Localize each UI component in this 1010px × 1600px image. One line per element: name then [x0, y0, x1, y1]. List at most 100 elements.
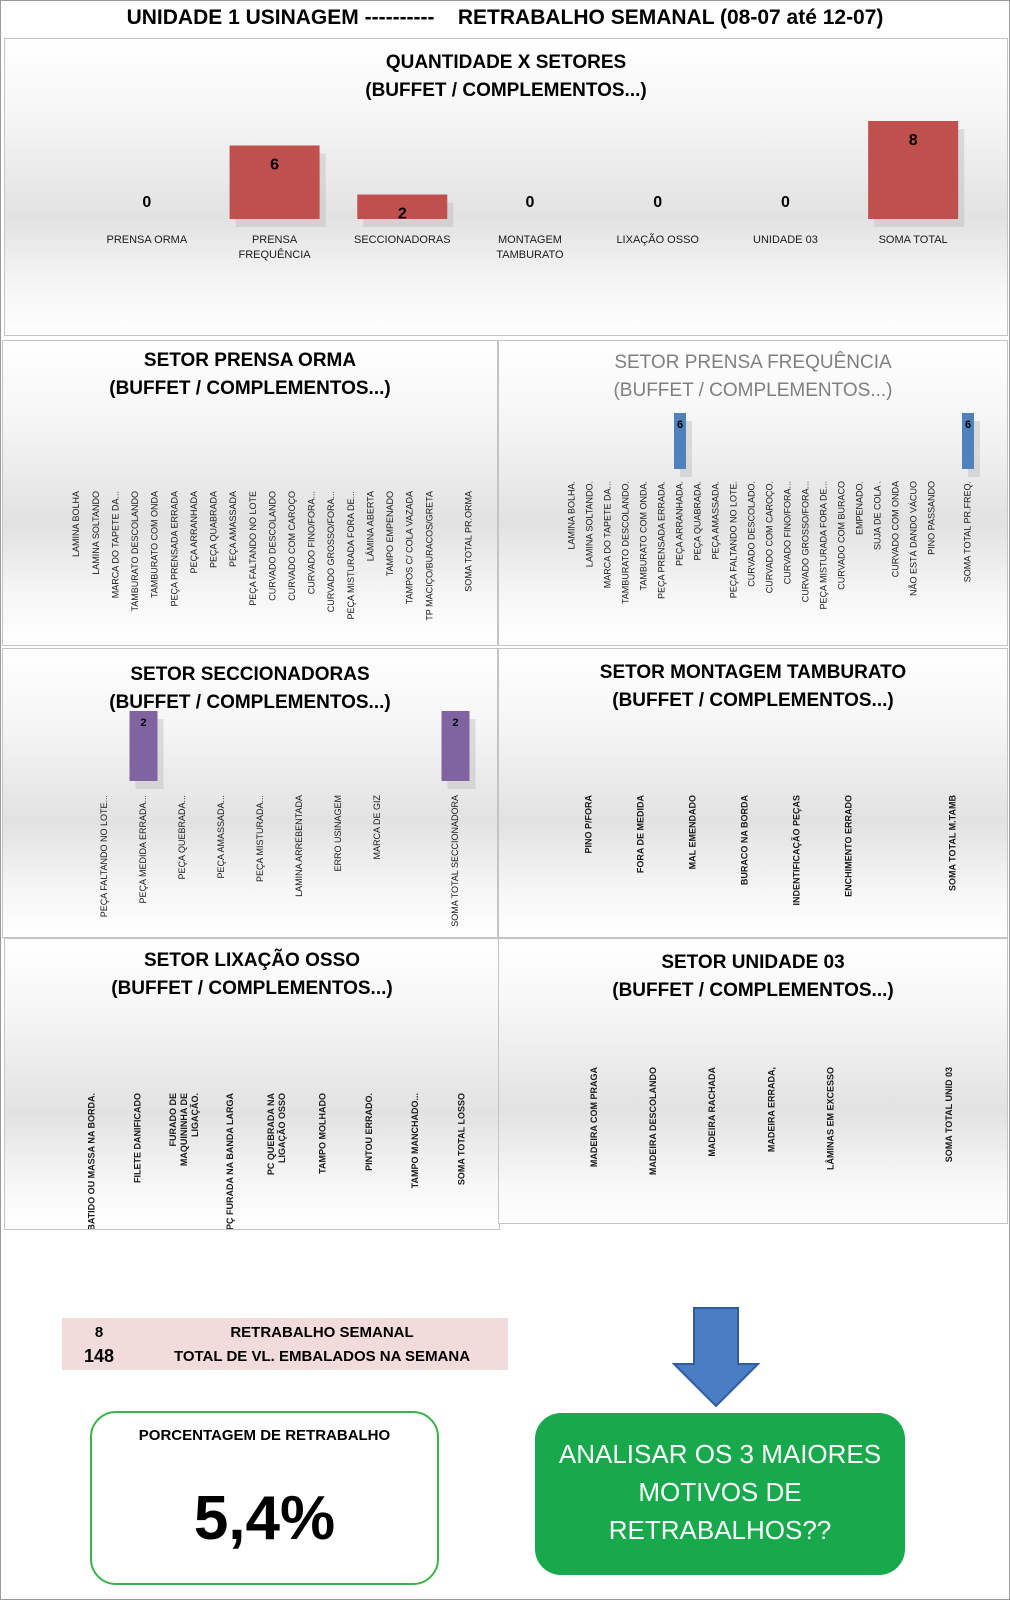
tick-label: PEÇA AMASSADA.: [710, 481, 720, 560]
data-label: 6: [270, 157, 279, 174]
chart-svg: PINO P/FORA FORA DE MEDIDA MAL EMENDADO BUR…: [583, 795, 957, 906]
tick-label: CURVADO GROSSO/FORA...: [326, 491, 336, 612]
summary-label: TOTAL DE VL. EMBALADOS NA SEMANA: [173, 1348, 471, 1365]
tick-label: PINTOU ERRADO.: [364, 1093, 374, 1171]
callout-line: RETRABALHOS??: [608, 1515, 832, 1545]
tick-label: PEÇA FALTANDO NO LOTE: [248, 491, 258, 606]
tick-label: SOMA TOTAL: [879, 234, 948, 246]
chart-subtitle-line: (BUFFET / COMPLEMENTOS...): [613, 380, 893, 401]
tick-label: NÃO ESTÁ DANDO VÁCUO: [908, 481, 918, 596]
callout-line: ANALISAR OS 3 MAIORES: [558, 1439, 882, 1469]
chart-svg: PEÇA FALTANDO NO LOTE... 2 PEÇA MEDIDA ERR…: [99, 711, 476, 927]
tick-label: SOMA TOTAL LOSSO: [456, 1093, 466, 1185]
tick-label: CURVADO COM ONDA: [890, 481, 900, 577]
tick-label: UNIDADE 03: [753, 234, 818, 246]
chart-subtitle-line: (BUFFET / COMPLEMENTOS...): [111, 978, 393, 999]
chart-panel-lixacao-osso: SETOR LIXAÇÃO OSSO (BUFFET / COMPLEMENTO…: [4, 938, 500, 1230]
tick-label: PC QUEBRADA NA: [266, 1093, 276, 1176]
chart-title-line: SETOR UNIDADE 03: [661, 952, 845, 973]
chart-title: SETOR UNIDADE 03 (BUFFET / COMPLEMENTOS.…: [499, 949, 1007, 1005]
summary-row-retrabalho: 8 RETRABALHO SEMANAL: [62, 1324, 508, 1350]
tick-label: TAMBURATO DESCOLANDO: [130, 491, 140, 612]
tick-label: MARCA DE GIZ: [372, 795, 382, 860]
tick-label: CURVADO DESCOLANDO: [267, 491, 277, 601]
tick-label: ERRO USINAGEM: [333, 795, 343, 872]
chart-panel-prensa-orma: SETOR PRENSA ORMA (BUFFET / COMPLEMENTOS…: [2, 340, 498, 646]
summary-value: 148: [83, 1346, 115, 1366]
tick-label: MAQUININHA DE: [179, 1093, 189, 1166]
tick-label: CURVADO GROSSO/FORA...: [800, 481, 810, 602]
chart-svg: LAMINA BOLHA LAMINA SOLTANDO MARCA DO TAPE…: [71, 491, 473, 621]
data-label: 0: [526, 194, 535, 211]
chart-subtitle-line: (BUFFET / COMPLEMENTOS...): [365, 80, 647, 101]
summary-row-embalados: 148 TOTAL DE VL. EMBALADOS NA SEMANA: [62, 1346, 508, 1372]
tick-label: FILETE DANIFICADO: [133, 1093, 143, 1183]
tick-label: ENCHIMENTO ERRADO: [843, 795, 853, 897]
chart-title: QUANTIDADE X SETORES (BUFFET / COMPLEMEN…: [5, 49, 1007, 105]
tick-label: INDENTIFICAÇÃO PEÇAS: [791, 795, 801, 906]
tick-label: MADEIRA ERRADA,: [766, 1067, 776, 1152]
bar: [962, 413, 974, 469]
data-label: 0: [653, 194, 662, 211]
tick-label: CURVADO FINO/FORA...: [307, 491, 317, 594]
tick-label: PEÇA FALTANDO NO LOTE...: [99, 795, 109, 917]
tick-label: PRENSA: [252, 234, 298, 246]
tick-label: PEÇA PRENSADA ERRADA: [169, 491, 179, 607]
tick-label: CURVADO DESCOLADO.: [746, 481, 756, 587]
summary-value: 8: [94, 1324, 104, 1341]
chart-svg: MADEIRA COM PRAGA MADEIRA DESCOLANDO MADEI…: [589, 1067, 954, 1176]
tick-label: SECCIONADORAS: [354, 234, 451, 246]
data-label: 0: [781, 194, 790, 211]
data-label: 6: [965, 419, 971, 431]
data-label: 6: [677, 419, 683, 431]
tick-label: PEÇA AMASSADA...: [216, 795, 226, 879]
chart-subtitle-line: (BUFFET / COMPLEMENTOS...): [109, 378, 391, 399]
tick-label: LAMINA BOLHA: [71, 491, 81, 557]
data-label: 2: [398, 206, 407, 223]
tick-label: MARCA DO TAPETE DA...: [602, 481, 612, 588]
tick-label: PÇ FURADA NA BANDA LARGA: [225, 1093, 235, 1229]
tick-label: SUJA DE COLA .: [872, 481, 882, 550]
chart-svg: BATIDO OU MASSA NA BORDA. FILETE DANIFICA…: [86, 1093, 466, 1229]
data-label: 2: [452, 717, 458, 729]
percentage-box: PORCENTAGEM DE RETRABALHO 5,4%: [90, 1411, 439, 1585]
tick-label: CURVADO COM CAROÇO.: [764, 481, 774, 593]
chart-svg: 0 PRENSA ORMA 6 PRENSA FREQUÊNCIA 2 SECCIONADO…: [107, 121, 965, 261]
tick-label: BURACO NA BORDA: [739, 795, 749, 886]
chart-panel-prensa-frequencia: SETOR PRENSA FREQUÊNCIA (BUFFET / COMPLE…: [498, 340, 1008, 646]
tick-label: MADEIRA COM PRAGA: [589, 1067, 599, 1168]
tick-label: CURVADO COM BURACO: [836, 481, 846, 590]
chart-title-line: QUANTIDADE X SETORES: [385, 52, 627, 73]
chart-title-line: SETOR LIXAÇÃO OSSO: [143, 950, 361, 971]
tick-label: LAMINA SOLTANDO: [91, 491, 101, 575]
summary-label: RETRABALHO SEMANAL: [230, 1324, 414, 1341]
chart-title: SETOR PRENSA ORMA (BUFFET / COMPLEMENTOS…: [3, 347, 497, 403]
chart-subtitle-line: (BUFFET / COMPLEMENTOS...): [612, 690, 894, 711]
tick-label: FREQUÊNCIA: [239, 248, 312, 261]
tick-label: TAMBURATO DESCOLANDO.: [620, 481, 630, 604]
chart-title-line: SETOR PRENSA FREQUÊNCIA: [614, 352, 892, 373]
tick-label: MARCA DO TAPETE DA...: [110, 491, 120, 598]
bar: [441, 711, 470, 781]
tick-label: PEÇA QUABRADA.: [692, 481, 702, 561]
chart-panel-unidade-03: SETOR UNIDADE 03 (BUFFET / COMPLEMENTOS.…: [498, 938, 1008, 1224]
tick-label: PEÇA FALTANDO NO LOTE.: [728, 481, 738, 598]
tick-label: PEÇA MISTURADA...: [255, 795, 265, 882]
chart-title-line: SETOR PRENSA ORMA: [143, 350, 357, 371]
tick-label: TAMPO MANCHADO...: [410, 1093, 420, 1188]
tick-label: FURADO DE: [168, 1093, 178, 1147]
data-label: 8: [909, 132, 918, 149]
tick-label: LÂMINA ABERTA: [365, 491, 375, 561]
tick-label: SOMA TOTAL M.TAMB: [947, 795, 957, 891]
tick-label: SOMA TOTAL UNID 03: [944, 1067, 954, 1162]
tick-label: MONTAGEM: [498, 234, 562, 246]
tick-label: MAL EMENDADO: [687, 795, 697, 869]
tick-label: LÂMINAS EM EXCESSO: [825, 1067, 836, 1170]
tick-label: LIGAÇÃO.: [190, 1093, 200, 1137]
chart-panel-setores: QUANTIDADE X SETORES (BUFFET / COMPLEMEN…: [4, 38, 1008, 336]
tick-label: PINO PASSANDO: [926, 481, 936, 555]
bar: [868, 121, 959, 219]
tick-label: PEÇA PRENSADA ERRADA.: [656, 481, 666, 599]
bar: [357, 194, 448, 219]
summary-table: 8 RETRABALHO SEMANAL 148 TOTAL DE VL. EM…: [62, 1318, 508, 1370]
